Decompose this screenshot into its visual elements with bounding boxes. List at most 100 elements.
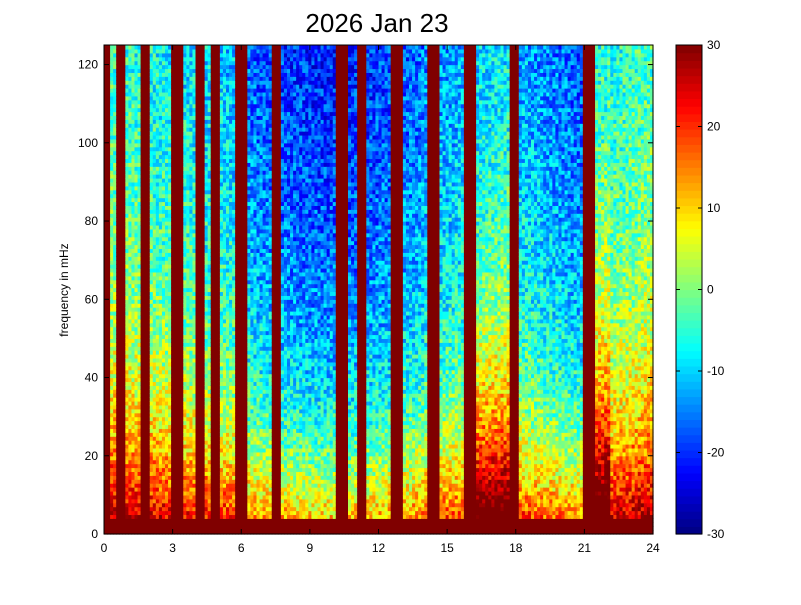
- heatmap-cell: [104, 447, 108, 453]
- heatmap-cell: [125, 240, 129, 246]
- heatmap-cell: [171, 236, 175, 242]
- heatmap-cell: [168, 303, 172, 308]
- heatmap-cell: [116, 483, 120, 488]
- heatmap-cell: [131, 334, 136, 339]
- heatmap-cell: [125, 307, 129, 312]
- heatmap-cell: [131, 264, 136, 269]
- heatmap-cell: [180, 154, 184, 160]
- heatmap-cell: [140, 490, 145, 496]
- heatmap-cell: [122, 134, 126, 140]
- heatmap-cell: [165, 311, 169, 316]
- heatmap-cell: [107, 248, 111, 253]
- heatmap-cell: [107, 393, 111, 398]
- heatmap-cell: [146, 181, 151, 187]
- heatmap-cell: [186, 346, 190, 351]
- heatmap-cell: [143, 221, 148, 226]
- heatmap-cell: [116, 209, 120, 214]
- heatmap-cell: [110, 361, 114, 367]
- heatmap-cell: [134, 303, 139, 308]
- heatmap-cell: [104, 467, 108, 473]
- heatmap-cell: [177, 68, 181, 73]
- heatmap-cell: [152, 181, 157, 187]
- heatmap-cell: [107, 68, 111, 73]
- heatmap-cell: [183, 197, 187, 203]
- heatmap-cell: [149, 436, 154, 441]
- heatmap-cell: [171, 162, 175, 167]
- heatmap-cell: [158, 197, 163, 203]
- heatmap-cell: [140, 436, 145, 441]
- heatmap-cell: [113, 72, 117, 77]
- heatmap-cell: [137, 107, 142, 113]
- heatmap-cell: [140, 264, 145, 269]
- heatmap-cell: [122, 283, 126, 289]
- heatmap-cell: [183, 346, 187, 351]
- heatmap-cell: [146, 99, 151, 105]
- heatmap-cell: [177, 397, 181, 402]
- heatmap-cell: [140, 342, 145, 347]
- heatmap-cell: [104, 123, 108, 128]
- heatmap-cell: [165, 412, 169, 418]
- heatmap-cell: [152, 56, 157, 62]
- heatmap-cell: [140, 338, 145, 343]
- heatmap-cell: [168, 404, 172, 410]
- heatmap-cell: [128, 463, 133, 469]
- heatmap-cell: [152, 490, 157, 496]
- heatmap-cell: [165, 76, 169, 81]
- heatmap-cell: [128, 45, 133, 50]
- heatmap-cell: [125, 174, 129, 179]
- heatmap-cell: [110, 404, 114, 410]
- heatmap-cell: [137, 436, 142, 441]
- heatmap-cell: [183, 314, 187, 320]
- heatmap-cell: [168, 189, 172, 195]
- heatmap-cell: [110, 115, 114, 120]
- heatmap-cell: [158, 115, 163, 120]
- heatmap-cell: [116, 467, 120, 473]
- heatmap-cell: [149, 342, 154, 347]
- heatmap-cell: [104, 506, 108, 512]
- heatmap-cell: [134, 354, 139, 359]
- heatmap-cell: [155, 490, 160, 496]
- heatmap-cell: [137, 490, 142, 496]
- heatmap-cell: [155, 514, 160, 519]
- heatmap-cell: [171, 166, 175, 171]
- heatmap-cell: [165, 432, 169, 437]
- heatmap-cell: [152, 287, 157, 293]
- heatmap-cell: [152, 463, 157, 469]
- heatmap-cell: [107, 60, 111, 66]
- heatmap-cell: [113, 146, 117, 152]
- heatmap-cell: [177, 185, 181, 191]
- heatmap-cell: [113, 330, 117, 336]
- heatmap-cell: [180, 338, 184, 343]
- heatmap-cell: [161, 381, 166, 386]
- heatmap-cell: [140, 99, 145, 105]
- heatmap-cell: [113, 432, 117, 437]
- heatmap-cell: [149, 490, 154, 496]
- heatmap-cell: [174, 99, 178, 105]
- heatmap-cell: [174, 197, 178, 203]
- heatmap-cell: [183, 150, 187, 156]
- heatmap-cell: [165, 48, 169, 54]
- heatmap-cell: [177, 99, 181, 105]
- heatmap-cell: [137, 361, 142, 367]
- heatmap-cell: [146, 170, 151, 175]
- heatmap-cell: [180, 213, 184, 218]
- heatmap-cell: [165, 330, 169, 336]
- heatmap-cell: [152, 48, 157, 54]
- heatmap-cell: [165, 483, 169, 488]
- heatmap-cell: [137, 80, 142, 85]
- heatmap-cell: [110, 494, 114, 500]
- heatmap-cell: [113, 244, 117, 250]
- heatmap-cell: [143, 303, 148, 308]
- heatmap-cell: [183, 311, 187, 316]
- heatmap-cell: [128, 326, 133, 332]
- heatmap-cell: [174, 346, 178, 351]
- heatmap-cell: [131, 283, 136, 289]
- heatmap-cell: [158, 346, 163, 351]
- heatmap-cell: [177, 221, 181, 226]
- heatmap-cell: [171, 311, 175, 316]
- heatmap-cell: [113, 357, 117, 363]
- heatmap-cell: [134, 158, 139, 163]
- heatmap-cell: [140, 260, 145, 265]
- heatmap-cell: [161, 123, 166, 128]
- heatmap-cell: [180, 170, 184, 175]
